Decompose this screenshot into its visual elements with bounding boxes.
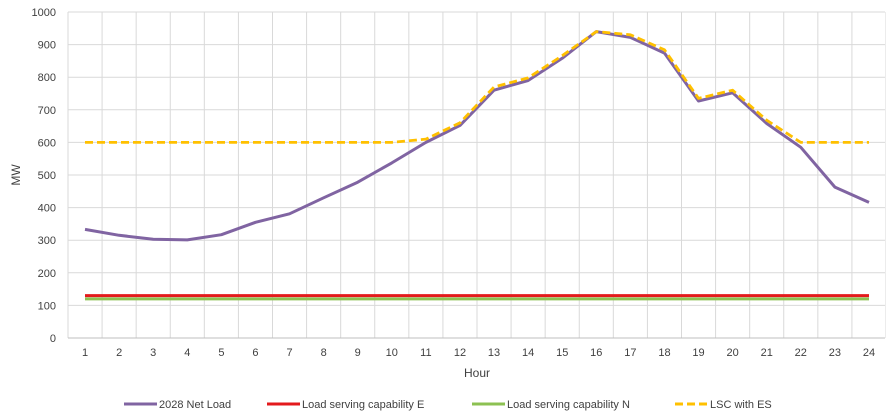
- y-tick-label: 100: [38, 300, 56, 312]
- legend: 2028 Net Load Load serving capability E Lo…: [124, 399, 772, 411]
- legend-label: Load serving capability N: [507, 399, 630, 411]
- x-tick-label: 4: [184, 347, 190, 359]
- x-tick-label: 7: [286, 347, 292, 359]
- x-tick-label: 22: [795, 347, 807, 359]
- x-tick-label: 5: [218, 347, 224, 359]
- y-tick-label: 1000: [32, 7, 56, 19]
- x-tick-label: 2: [116, 347, 122, 359]
- y-tick-label: 300: [38, 235, 56, 247]
- x-tick-label: 19: [692, 347, 704, 359]
- legend-label: Load serving capability E: [302, 399, 424, 411]
- series: [84, 30, 870, 301]
- y-tick-label: 700: [38, 105, 56, 117]
- series-line-2028-net-load: [84, 30, 870, 242]
- x-tick-label: 1: [82, 347, 88, 359]
- y-tick-label: 800: [38, 72, 56, 84]
- x-tick-label: 18: [658, 347, 670, 359]
- y-tick-label: 400: [38, 203, 56, 215]
- x-tick-label: 13: [488, 347, 500, 359]
- x-tick-label: 17: [624, 347, 636, 359]
- x-tick-label: 23: [829, 347, 841, 359]
- x-tick-label: 20: [727, 347, 739, 359]
- x-tick-label: 3: [150, 347, 156, 359]
- x-tick-label: 15: [556, 347, 568, 359]
- legend-item: LSC with ES: [675, 399, 772, 411]
- y-axis-ticks: 0 100 200 300 400 500 600 700 800 900 1000: [32, 7, 56, 345]
- legend-item: 2028 Net Load: [124, 399, 231, 411]
- grid: [67, 11, 886, 338]
- y-tick-label: 0: [50, 333, 56, 345]
- x-tick-label: 8: [321, 347, 327, 359]
- series-line-lsc-with-es: [85, 30, 869, 144]
- legend-label: 2028 Net Load: [159, 399, 231, 411]
- y-tick-label: 900: [38, 40, 56, 52]
- x-tick-label: 16: [590, 347, 602, 359]
- x-tick-label: 24: [863, 347, 875, 359]
- x-axis-ticks: 1 2 3 4 5 6 7 8 9 10 11 12 13 14 15 16 17 18 19 20 21 22 23 24: [82, 347, 875, 359]
- x-tick-label: 11: [420, 347, 431, 359]
- x-tick-label: 14: [522, 347, 534, 359]
- x-tick-label: 21: [761, 347, 773, 359]
- legend-item: Load serving capability E: [267, 399, 424, 411]
- legend-item: Load serving capability N: [472, 399, 630, 411]
- x-tick-label: 10: [386, 347, 398, 359]
- y-tick-label: 500: [38, 170, 56, 182]
- x-axis-title: Hour: [464, 366, 490, 380]
- x-tick-label: 6: [252, 347, 258, 359]
- x-tick-label: 9: [355, 347, 361, 359]
- y-axis-title: MW: [9, 164, 23, 186]
- x-tick-label: 12: [454, 347, 466, 359]
- y-tick-label: 600: [38, 137, 56, 149]
- legend-label: LSC with ES: [710, 399, 772, 411]
- y-tick-label: 200: [38, 268, 56, 280]
